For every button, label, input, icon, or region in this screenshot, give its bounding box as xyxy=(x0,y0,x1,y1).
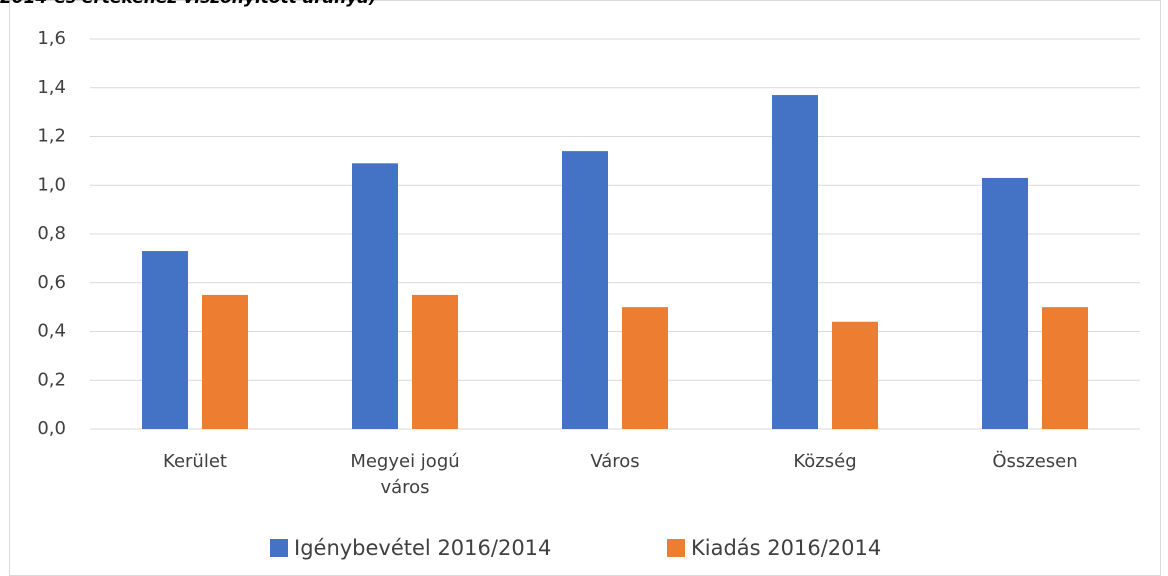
legend-swatch xyxy=(667,539,685,557)
y-tick-label: 1,2 xyxy=(37,126,66,147)
bar xyxy=(832,321,878,429)
bar xyxy=(352,163,398,429)
legend-swatch xyxy=(270,539,288,557)
x-tick-label: Város xyxy=(590,451,640,472)
bar xyxy=(202,294,248,429)
x-tick-label: Összesen xyxy=(992,451,1078,472)
legend-label: Igénybevétel 2016/2014 xyxy=(294,536,551,560)
y-tick-label: 1,0 xyxy=(37,174,66,195)
bar xyxy=(772,95,818,429)
bar xyxy=(1042,307,1088,429)
y-tick-label: 1,6 xyxy=(37,28,66,49)
legend-label: Kiadás 2016/2014 xyxy=(691,536,881,560)
bar xyxy=(412,294,458,429)
bar xyxy=(982,177,1028,429)
bar xyxy=(622,307,668,429)
y-tick-label: 0,0 xyxy=(37,418,66,439)
x-tick-label: Kerület xyxy=(163,451,227,472)
y-tick-label: 1,4 xyxy=(37,77,66,98)
y-tick-label: 0,4 xyxy=(37,321,66,342)
x-tick-label: Megyei jogú város xyxy=(350,451,460,498)
bar xyxy=(142,251,188,429)
y-tick-label: 0,6 xyxy=(37,272,66,293)
x-tick-label: Község xyxy=(793,451,857,472)
chart-title: 2014-es értékéhez viszonyított aránya) xyxy=(0,0,377,8)
y-tick-label: 0,8 xyxy=(37,223,66,244)
y-tick-label: 0,2 xyxy=(37,369,66,390)
bar xyxy=(562,151,608,429)
